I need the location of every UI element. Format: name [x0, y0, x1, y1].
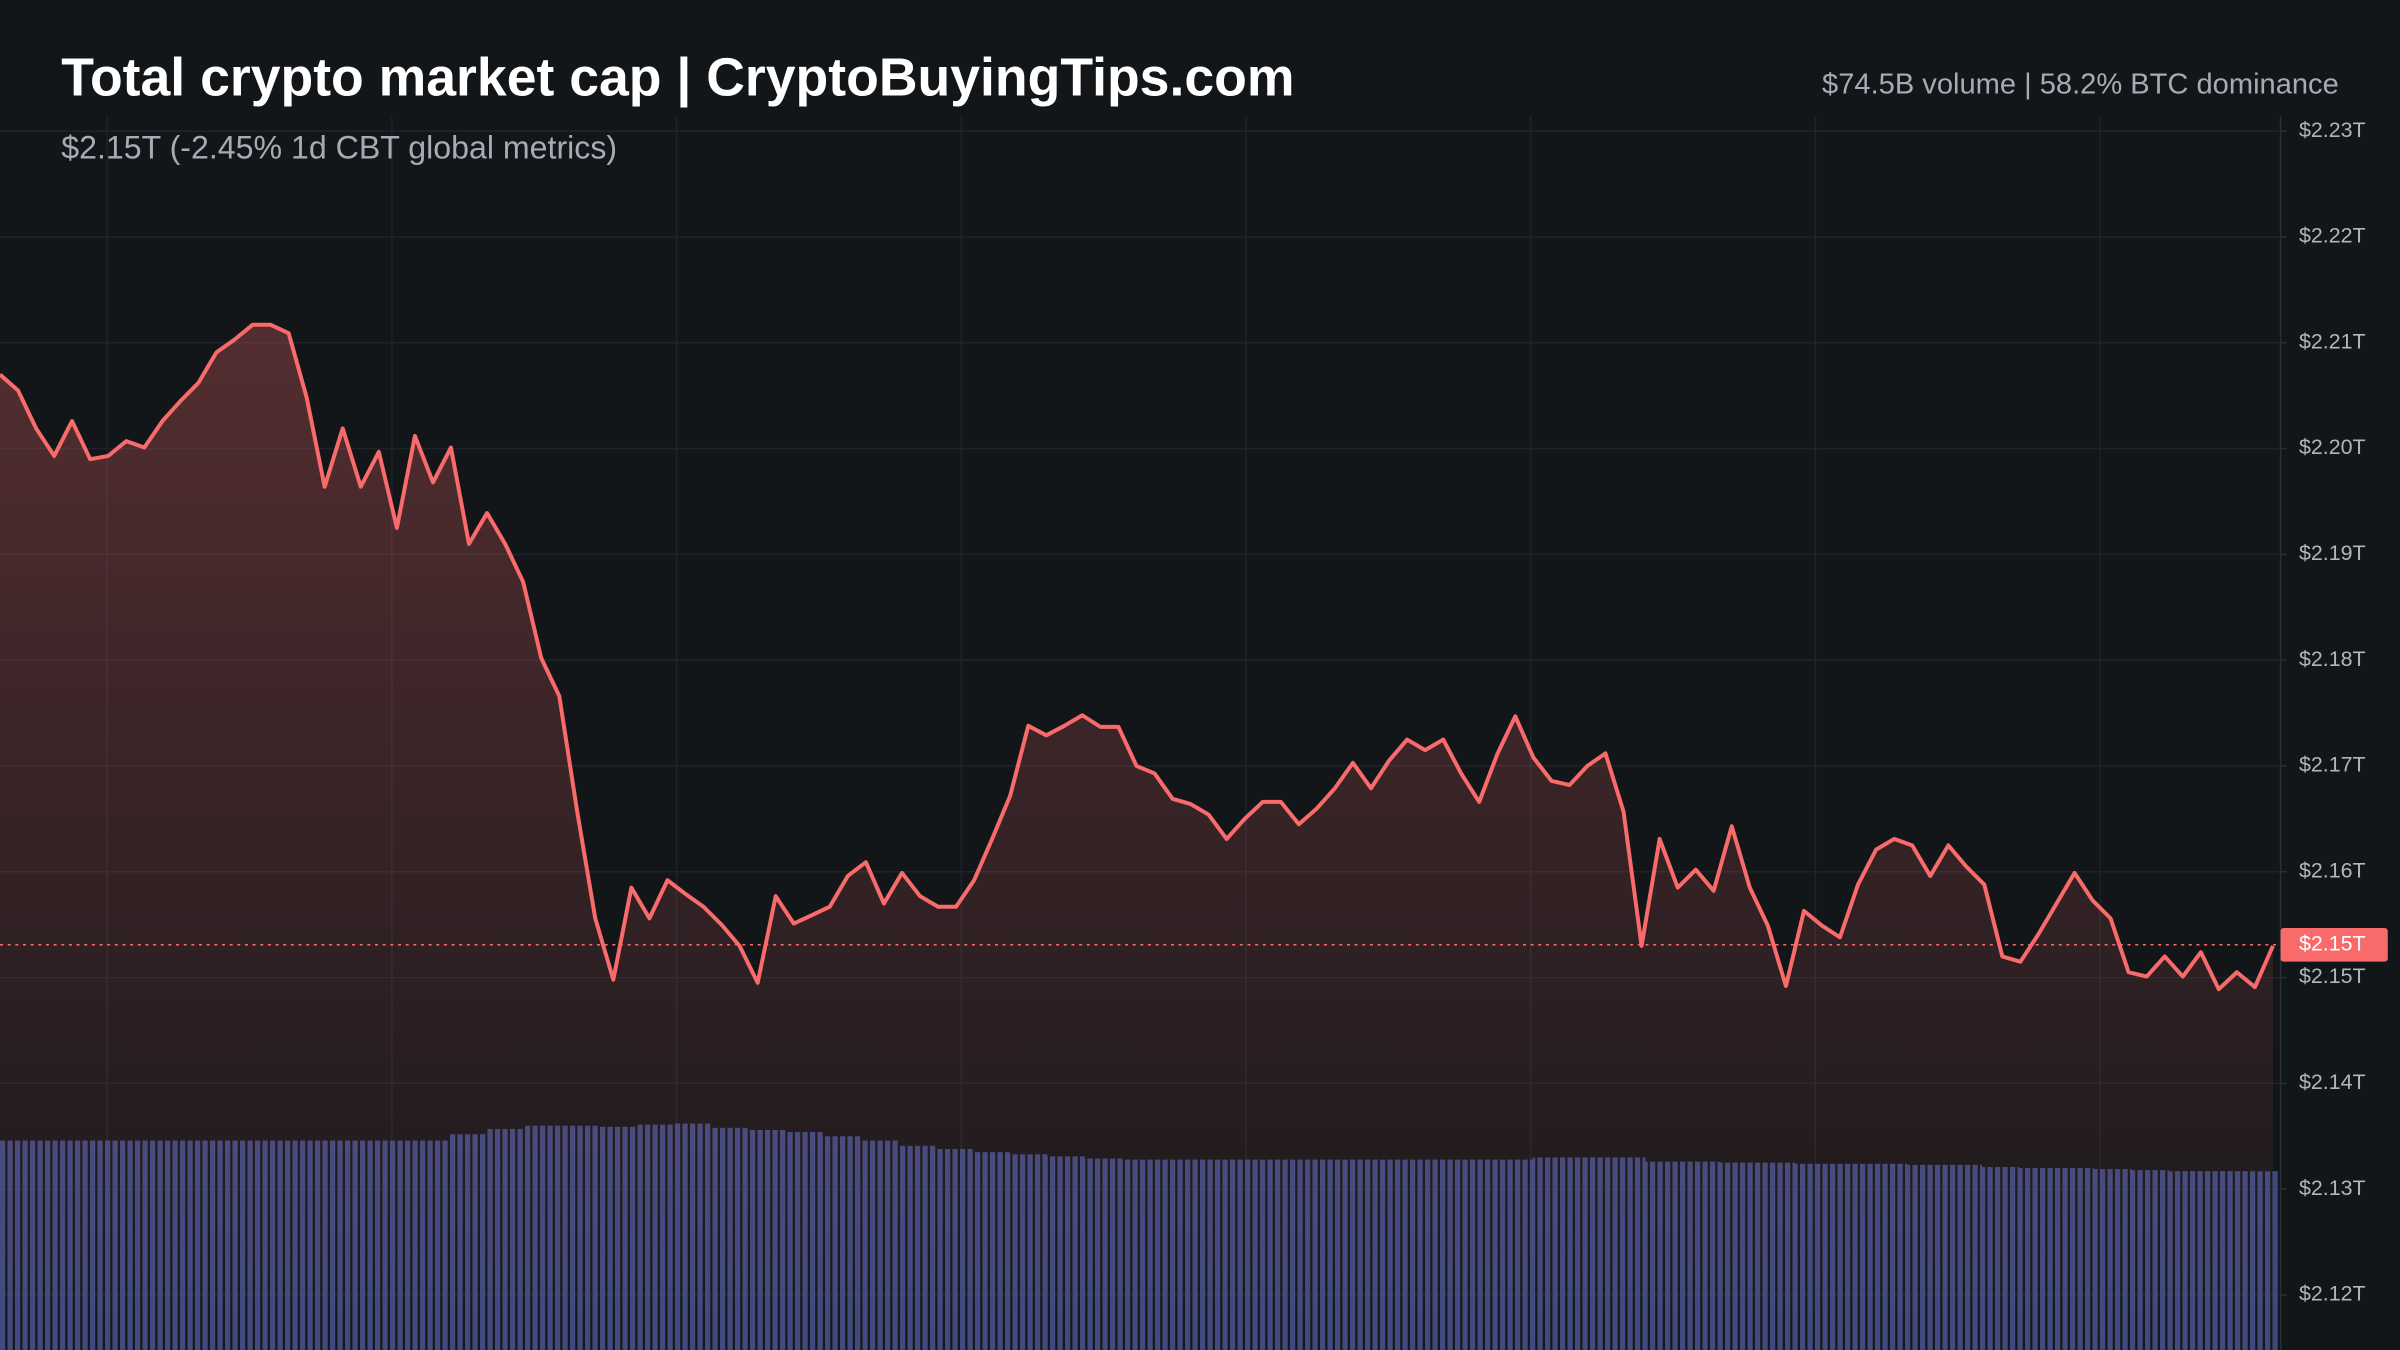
area-fill — [0, 324, 2273, 1350]
y-tick-label: $2.14T — [2299, 1070, 2366, 1094]
y-tick-label: $2.16T — [2299, 858, 2366, 882]
y-tick-label: $2.22T — [2299, 224, 2366, 248]
y-tick-label: $2.23T — [2299, 118, 2366, 142]
y-tick-label: $2.20T — [2299, 435, 2366, 459]
last-price-box — [2280, 927, 2388, 962]
y-tick-label: $2.18T — [2299, 647, 2366, 671]
price-line — [0, 322, 2275, 992]
y-tick-label: $2.15T — [2299, 964, 2366, 988]
last-price-label: $2.15T — [2299, 931, 2366, 955]
chart-stats: $74.5B volume | 58.2% BTC dominance — [1822, 68, 2339, 100]
chart-title: Total crypto market cap | CryptoBuyingTi… — [61, 48, 1294, 108]
y-tick-label: $2.12T — [2299, 1282, 2366, 1306]
y-tick-label: $2.13T — [2299, 1176, 2366, 1200]
y-tick-label: $2.19T — [2299, 541, 2366, 565]
chart-subtitle: $2.15T (-2.45% 1d CBT global metrics) — [61, 129, 617, 165]
y-tick-label: $2.17T — [2299, 753, 2366, 777]
y-tick-label: $2.21T — [2299, 329, 2366, 353]
